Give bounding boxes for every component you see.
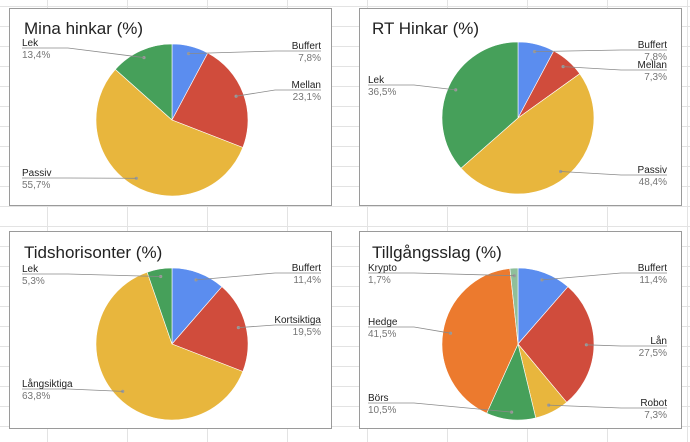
slice-label-mellan: Mellan	[638, 60, 667, 71]
leader-line	[548, 404, 667, 409]
slice-value-kortsiktiga: 19,5%	[293, 327, 321, 338]
leader-line	[541, 272, 667, 281]
leader-line	[368, 326, 451, 334]
pie-slice-kortsiktiga	[171, 286, 249, 372]
chart-title: RT Hinkar (%)	[372, 19, 479, 38]
leader-line	[534, 49, 667, 52]
slice-value-buffert: 7,8%	[298, 53, 321, 64]
slice-value-buffert: 11,4%	[639, 275, 667, 286]
chart-card-mina-hinkar: Mina hinkar (%) Buffert 7,8% Mellan 23,1% Pa…	[9, 8, 332, 206]
slice-label-lek: Lek	[368, 75, 385, 86]
slice-label-passiv: Passiv	[638, 165, 667, 176]
slice-label-buffert: Buffert	[638, 40, 667, 51]
slice-value-buffert: 7,8%	[644, 52, 667, 63]
slice-value-passiv: 48,4%	[639, 177, 667, 188]
slice-label-langsiktiga: Långsiktiga	[22, 378, 73, 390]
leader-dot	[454, 88, 458, 92]
slice-label-kortsiktiga: Kortsiktiga	[274, 315, 321, 326]
slice-value-langsiktiga: 63,8%	[22, 391, 50, 402]
chart-card-rt-hinkar: RT Hinkar (%) Buffert 7,8% Mellan 7,3% Passi…	[359, 8, 682, 206]
slice-label-lan: Lån	[650, 335, 667, 347]
pie-slice-passiv	[95, 68, 244, 197]
pie-slice-lek	[441, 41, 519, 169]
leader-line	[560, 171, 667, 176]
slice-value-lan: 27,5%	[639, 348, 667, 359]
slice-label-lek: Lek	[22, 38, 39, 49]
slice-label-krypto: Krypto	[368, 263, 397, 274]
slice-label-lek: Lek	[22, 264, 39, 275]
leader-line	[368, 272, 515, 277]
chart-title: Tidshorisonter (%)	[24, 243, 162, 262]
slice-value-passiv: 55,7%	[22, 180, 50, 191]
slice-value-mellan: 23,1%	[293, 92, 321, 103]
leader-line	[236, 89, 321, 97]
leader-dot	[512, 274, 516, 278]
chart-title: Mina hinkar (%)	[24, 19, 143, 38]
slice-label-passiv: Passiv	[22, 168, 51, 179]
pie-slice-passiv	[460, 73, 595, 195]
slice-label-hedge: Hedge	[368, 317, 398, 328]
slice-label-buffert: Buffert	[638, 263, 667, 274]
slice-label-buffert: Buffert	[292, 263, 321, 274]
leader-line	[188, 50, 321, 54]
slice-value-lek: 5,3%	[22, 276, 45, 287]
leader-dot	[448, 331, 453, 335]
leader-dot	[547, 403, 551, 407]
pie-slice-lek	[146, 267, 173, 345]
slice-value-lek: 13,4%	[22, 50, 50, 61]
pie-slice-krypto	[509, 267, 519, 345]
leader-dot	[236, 326, 240, 330]
slice-value-bors: 10,5%	[368, 405, 396, 416]
slice-label-mellan: Mellan	[292, 80, 321, 91]
leader-line	[22, 47, 145, 58]
slice-value-robot: 7,3%	[644, 410, 667, 421]
slice-label-buffert: Buffert	[292, 41, 321, 52]
slice-value-buffert: 11,4%	[293, 275, 321, 286]
slice-value-hedge: 41,5%	[368, 329, 396, 340]
slice-value-lek: 36,5%	[368, 87, 396, 98]
slice-label-robot: Robot	[640, 398, 667, 409]
leader-line	[195, 272, 321, 281]
leader-dot	[533, 50, 537, 54]
slice-value-mellan: 7,3%	[644, 72, 667, 83]
leader-dot	[561, 65, 565, 69]
leader-line	[563, 66, 667, 71]
leader-line	[238, 324, 321, 328]
chart-card-tidshorisonter: Tidshorisonter (%) Buffert 11,4% Kortsikti…	[9, 231, 332, 429]
chart-card-tillgangsslag: Tillgångsslag (%) Buffert 11,4% Lån 27,5% Ro…	[359, 231, 682, 429]
leader-line	[22, 388, 123, 392]
leader-line	[368, 402, 512, 413]
leader-line	[368, 84, 456, 91]
slice-label-bors: Börs	[368, 393, 389, 404]
chart-title: Tillgångsslag (%)	[372, 243, 502, 262]
leader-line	[586, 344, 667, 347]
pie-slice-lek	[114, 43, 173, 121]
pie-slice-langsiktiga	[95, 271, 244, 421]
slice-value-krypto: 1,7%	[368, 275, 391, 286]
leader-dot	[559, 169, 563, 174]
pie-slice-mellan	[171, 52, 249, 148]
leader-line	[22, 273, 161, 277]
